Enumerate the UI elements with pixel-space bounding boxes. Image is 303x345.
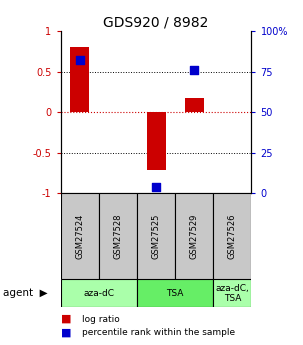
- Text: GSM27524: GSM27524: [75, 214, 84, 259]
- Bar: [137, 279, 213, 307]
- Bar: [137, 193, 175, 279]
- Bar: [70, 47, 89, 112]
- Bar: [99, 193, 137, 279]
- Text: GSM27529: GSM27529: [190, 214, 199, 259]
- Text: GSM27526: GSM27526: [228, 214, 237, 259]
- Bar: [185, 98, 204, 112]
- Bar: [213, 279, 251, 307]
- Title: GDS920 / 8982: GDS920 / 8982: [103, 16, 209, 30]
- Point: [192, 67, 197, 73]
- Point: [154, 184, 158, 189]
- Point: [77, 58, 82, 63]
- Bar: [61, 279, 137, 307]
- Bar: [147, 112, 166, 170]
- Bar: [175, 193, 213, 279]
- Bar: [61, 193, 99, 279]
- Text: GSM27528: GSM27528: [113, 214, 122, 259]
- Text: TSA: TSA: [166, 289, 184, 298]
- Text: ■: ■: [61, 314, 71, 324]
- Bar: [213, 193, 251, 279]
- Text: log ratio: log ratio: [82, 315, 120, 324]
- Text: percentile rank within the sample: percentile rank within the sample: [82, 328, 235, 337]
- Text: ■: ■: [61, 328, 71, 338]
- Text: aza-dC: aza-dC: [83, 289, 114, 298]
- Text: GSM27525: GSM27525: [152, 214, 161, 259]
- Text: agent  ▶: agent ▶: [3, 288, 48, 298]
- Text: aza-dC,
TSA: aza-dC, TSA: [215, 284, 249, 303]
